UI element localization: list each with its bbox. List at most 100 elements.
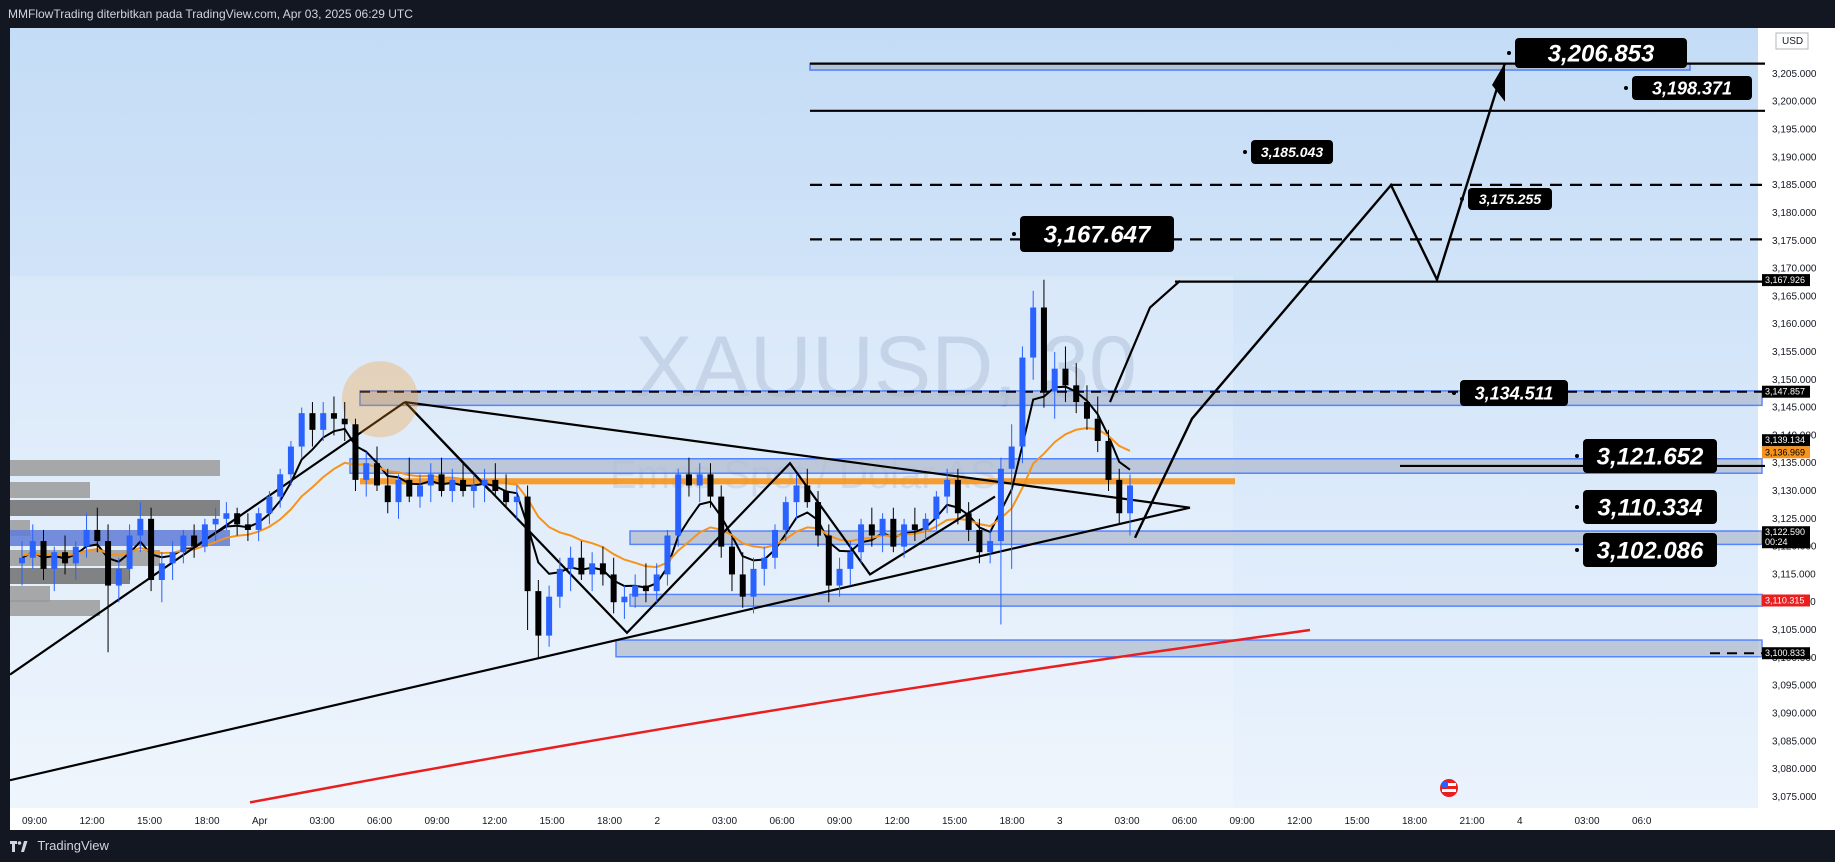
time-tick-label: 18:00 — [1402, 816, 1427, 827]
candle-body — [277, 474, 284, 497]
candle-body — [965, 513, 972, 530]
trendline — [404, 400, 1191, 509]
level-label: 3,167.647 — [1044, 222, 1152, 249]
candle-body — [1040, 307, 1047, 391]
candle-body — [1116, 479, 1123, 514]
candle-body — [212, 518, 219, 525]
candle-body — [1127, 485, 1133, 514]
candle-body — [718, 496, 725, 547]
price-tick-label: 3,160.000 — [1772, 319, 1817, 330]
zigzag-line — [404, 401, 996, 635]
candle-body — [782, 502, 789, 530]
candle-body — [664, 535, 671, 575]
price-tick-label: 3,205.000 — [1772, 69, 1817, 80]
level-label: 3,198.371 — [1652, 78, 1732, 98]
trend-drawings — [10, 361, 1191, 782]
price-tick-label: 3,175.000 — [1772, 236, 1817, 247]
candle-body — [933, 496, 940, 519]
time-tick-label: 12:00 — [80, 816, 105, 827]
level-anchor-dot — [1452, 391, 1456, 395]
time-tick-label: 03:00 — [1575, 816, 1600, 827]
level-label: 3,175.255 — [1479, 191, 1541, 207]
candle-body — [105, 541, 112, 586]
price-zone — [629, 593, 1763, 607]
volume-profile-bar — [10, 600, 100, 616]
publish-attribution: MMFlowTrading diterbitkan pada TradingVi… — [0, 0, 1835, 28]
candle-body — [309, 413, 316, 430]
volume-profile-bar — [10, 460, 220, 476]
time-tick-label: 15:00 — [540, 816, 565, 827]
level-label: 3,102.086 — [1597, 538, 1704, 565]
price-tag-box — [1762, 385, 1810, 398]
time-tick-label: Apr — [252, 816, 268, 827]
candle-body — [868, 524, 875, 536]
time-tick-label: 21:00 — [1460, 816, 1485, 827]
candle-body — [330, 413, 337, 419]
supply-demand-zones — [349, 62, 1763, 658]
candle-body — [255, 513, 262, 530]
projection-arrowhead — [1492, 62, 1505, 102]
time-tick-label: 06:00 — [367, 816, 392, 827]
candle-body — [546, 596, 553, 636]
candle-body — [815, 502, 822, 536]
candle-body — [1105, 440, 1112, 480]
candle-body — [524, 496, 531, 592]
level-labels: 3,206.853 3,198.371 3,185.043 3,175.255 3,16… — [1012, 38, 1752, 567]
price-tick-label: 3,150.000 — [1772, 375, 1817, 386]
volume-profile-bar — [10, 586, 50, 602]
time-tick-label: 06:00 — [770, 816, 795, 827]
time-tick-label: 15:00 — [1345, 816, 1370, 827]
candle-body — [987, 541, 994, 553]
candle-body — [621, 596, 628, 603]
level-label: 3,121.652 — [1597, 444, 1704, 471]
time-tick-label: 06:0 — [1632, 816, 1652, 827]
candle-body — [481, 479, 488, 486]
candle-body — [470, 485, 477, 492]
candle-body — [158, 563, 165, 580]
projection-path — [1108, 62, 1507, 539]
footer: TradingView — [0, 830, 1835, 862]
candle-body — [438, 474, 445, 492]
candle-body — [449, 479, 456, 492]
time-tick-label: 12:00 — [482, 816, 507, 827]
candle-body — [492, 479, 499, 492]
candle-body — [201, 524, 208, 547]
time-tick-label: 18:00 — [195, 816, 220, 827]
price-tag-label: 3,147.857 — [1765, 387, 1805, 397]
level-label-box — [1020, 216, 1174, 252]
us-flag-icon — [1440, 779, 1458, 797]
candle-body — [513, 496, 520, 503]
time-tick-label: 03:00 — [1115, 816, 1140, 827]
candle-body — [320, 413, 327, 430]
price-tick-label: 3,135.000 — [1772, 458, 1817, 469]
time-tick-label: 03:00 — [712, 816, 737, 827]
price-tick-label: 3,165.000 — [1772, 291, 1817, 302]
price-zone — [360, 478, 1235, 485]
candle-body — [879, 518, 886, 536]
price-tag-label: 3,122.590 — [1765, 527, 1805, 537]
candle-body — [858, 524, 865, 553]
candle-body — [29, 541, 36, 558]
candle-body — [1094, 418, 1101, 441]
time-tick-label: 06:00 — [1172, 816, 1197, 827]
candle-body — [696, 474, 703, 486]
candle-body — [460, 479, 467, 492]
candle-body — [126, 535, 133, 569]
level-anchor-dot — [1460, 197, 1464, 201]
level-label: 3,185.043 — [1261, 144, 1323, 160]
price-tag-label: 3,110.315 — [1765, 595, 1804, 605]
candle-body — [1083, 402, 1090, 419]
candle-body — [373, 463, 380, 486]
time-tick-label: 09:00 — [425, 816, 450, 827]
candle-body — [901, 524, 908, 547]
time-tick-label: 09:00 — [1230, 816, 1255, 827]
candle-body — [352, 424, 359, 480]
level-anchor-dot — [1012, 232, 1016, 236]
candle-body — [62, 552, 69, 564]
level-anchor-dot — [1243, 150, 1247, 154]
candle-body — [739, 574, 746, 597]
level-label-box — [1515, 38, 1687, 68]
price-tick-label: 3,180.000 — [1772, 208, 1817, 219]
price-chart[interactable]: XAUUSD, 30 Emas Spot / Dolar AS 3,075.00… — [10, 28, 1835, 830]
candle-body — [567, 557, 574, 569]
